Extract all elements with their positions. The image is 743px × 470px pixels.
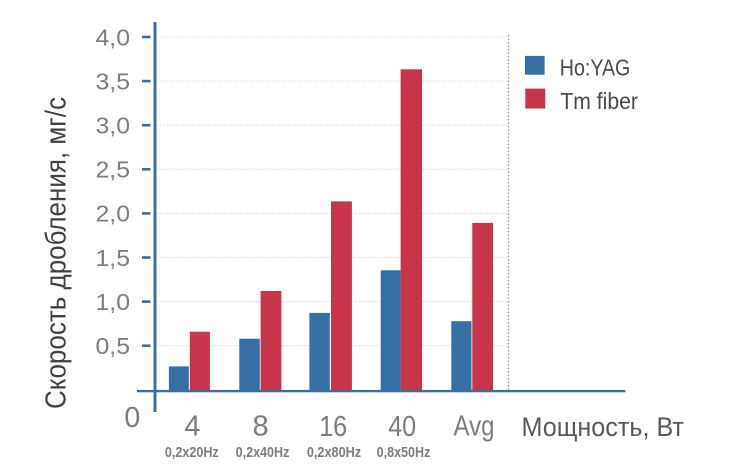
svg-text:0,8x50Hz: 0,8x50Hz xyxy=(377,445,431,461)
svg-text:1,0: 1,0 xyxy=(96,289,131,315)
svg-text:4,0: 4,0 xyxy=(96,24,131,50)
svg-text:Мощность, Вт: Мощность, Вт xyxy=(522,412,684,442)
svg-text:2,5: 2,5 xyxy=(96,157,131,183)
svg-text:8: 8 xyxy=(253,410,269,442)
svg-text:4: 4 xyxy=(184,410,200,442)
svg-text:1,5: 1,5 xyxy=(96,245,131,271)
svg-text:Ho:YAG: Ho:YAG xyxy=(560,54,631,80)
svg-text:2,0: 2,0 xyxy=(96,201,131,227)
svg-text:Avg: Avg xyxy=(454,410,495,442)
svg-text:0,5: 0,5 xyxy=(96,333,131,359)
svg-text:40: 40 xyxy=(388,411,416,443)
svg-text:Tm fiber: Tm fiber xyxy=(560,88,638,114)
svg-text:0,2x40Hz: 0,2x40Hz xyxy=(236,445,290,461)
svg-text:3,5: 3,5 xyxy=(96,68,131,94)
svg-text:0,2x20Hz: 0,2x20Hz xyxy=(165,445,219,461)
svg-text:3,0: 3,0 xyxy=(96,113,131,139)
svg-text:0: 0 xyxy=(124,402,140,434)
svg-text:16: 16 xyxy=(319,411,347,443)
svg-text:0,2x80Hz: 0,2x80Hz xyxy=(307,445,361,461)
svg-text:Скорость дробления, мг/с: Скорость дробления, мг/с xyxy=(41,97,73,409)
